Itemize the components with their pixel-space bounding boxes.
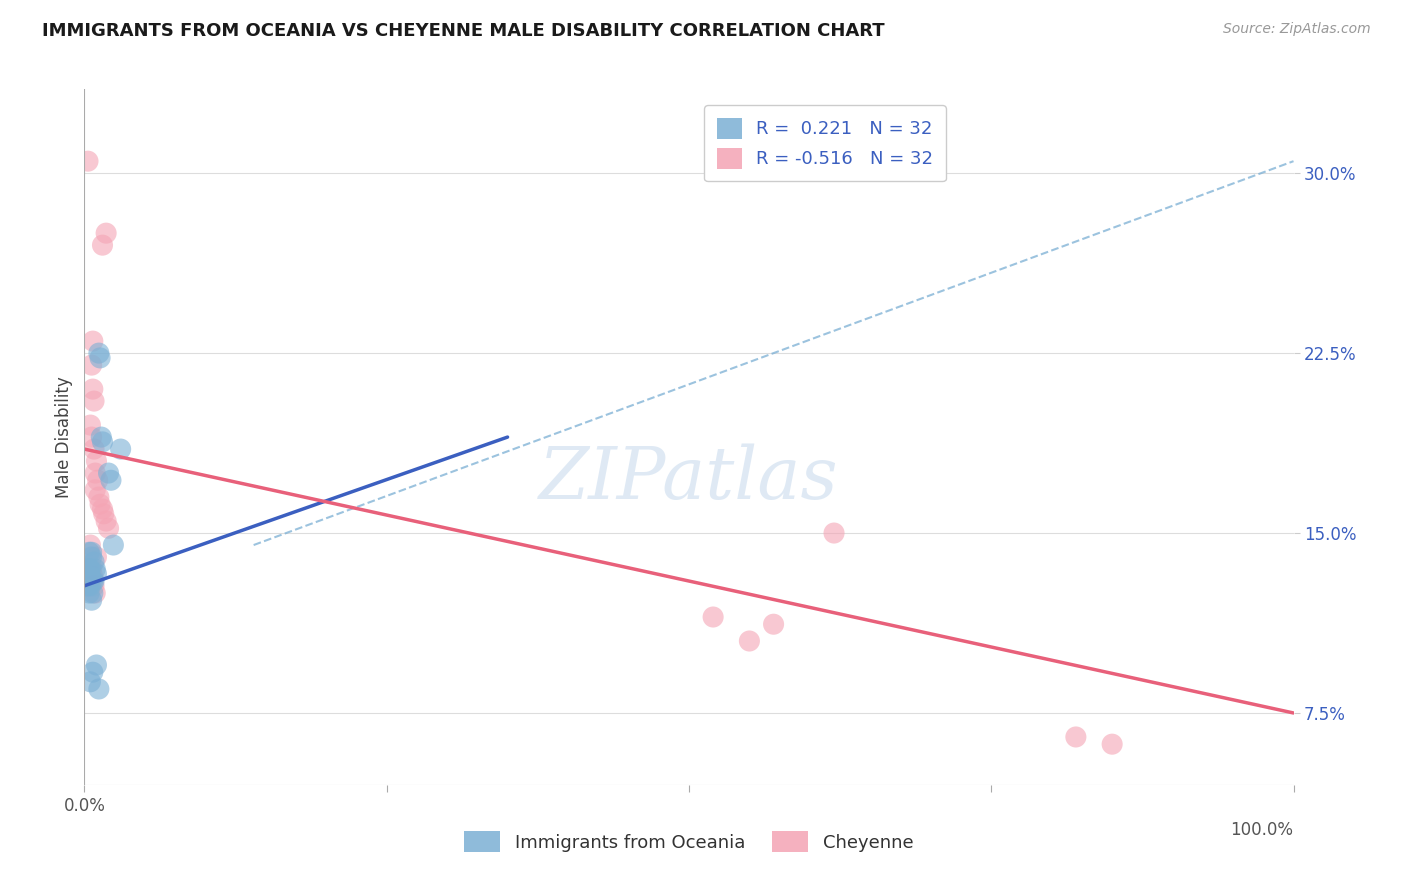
Point (91, 434, 114, 449)
Point (82, 382, 104, 396)
Point (86, 454, 108, 468)
Point (77, 586, 100, 600)
Point (77, 574, 100, 588)
Y-axis label: Male Disability: Male Disability (55, 376, 73, 498)
Point (89, 351, 111, 365)
Point (83, 394, 105, 409)
Text: Source: ZipAtlas.com: Source: ZipAtlas.com (1223, 22, 1371, 37)
Text: 100.0%: 100.0% (1230, 821, 1294, 839)
Point (762, 617, 785, 632)
Point (79, 538, 101, 552)
Point (77, 562, 100, 576)
Point (86, 473, 108, 487)
Point (1101, 737, 1123, 751)
Legend: Immigrants from Oceania, Cheyenne: Immigrants from Oceania, Cheyenne (457, 824, 921, 859)
Point (80, 593, 103, 607)
Point (80, 549, 103, 564)
Point (94, 514, 117, 528)
Point (103, 538, 125, 552)
Point (83, 555, 105, 569)
Point (87, 681, 110, 696)
Text: IMMIGRANTS FROM OCEANIA VS CHEYENNE MALE DISABILITY CORRELATION CHART: IMMIGRANTS FROM OCEANIA VS CHEYENNE MALE… (42, 22, 884, 40)
Point (86, 549, 108, 564)
Point (91, 502, 114, 516)
Point (79, 562, 101, 576)
Point (1064, 730, 1087, 744)
Point (80, 430, 103, 444)
Point (82, 586, 104, 600)
Point (76, 576, 98, 591)
Point (80, 358, 103, 372)
Point (87, 346, 110, 360)
Point (91, 238, 114, 252)
Point (82, 334, 104, 348)
Point (79, 569, 101, 583)
Point (79, 579, 101, 593)
Point (80, 545, 103, 559)
Point (93, 507, 115, 521)
Point (83, 442, 105, 456)
Point (86, 566, 108, 581)
Point (79, 674, 101, 689)
Point (84, 466, 107, 480)
Point (97, 466, 120, 480)
Point (89, 497, 111, 511)
Point (87, 490, 110, 504)
Text: ZIPatlas: ZIPatlas (538, 443, 839, 514)
Point (83, 579, 105, 593)
Point (77, 562, 100, 576)
Point (82, 574, 104, 588)
Point (79, 418, 101, 433)
Point (738, 634, 761, 648)
Point (97, 521, 120, 535)
Point (77, 154, 100, 169)
Point (84, 586, 107, 600)
Point (84, 562, 107, 576)
Point (110, 442, 132, 456)
Point (84, 483, 107, 497)
Point (77, 545, 100, 559)
Point (83, 574, 105, 588)
Point (76, 569, 98, 583)
Point (77, 579, 100, 593)
Point (86, 658, 108, 673)
Point (82, 665, 104, 680)
Point (80, 562, 103, 576)
Point (82, 569, 104, 583)
Point (702, 610, 724, 624)
Point (100, 473, 122, 487)
Point (94, 226, 117, 240)
Point (90, 430, 112, 444)
Point (823, 526, 845, 541)
